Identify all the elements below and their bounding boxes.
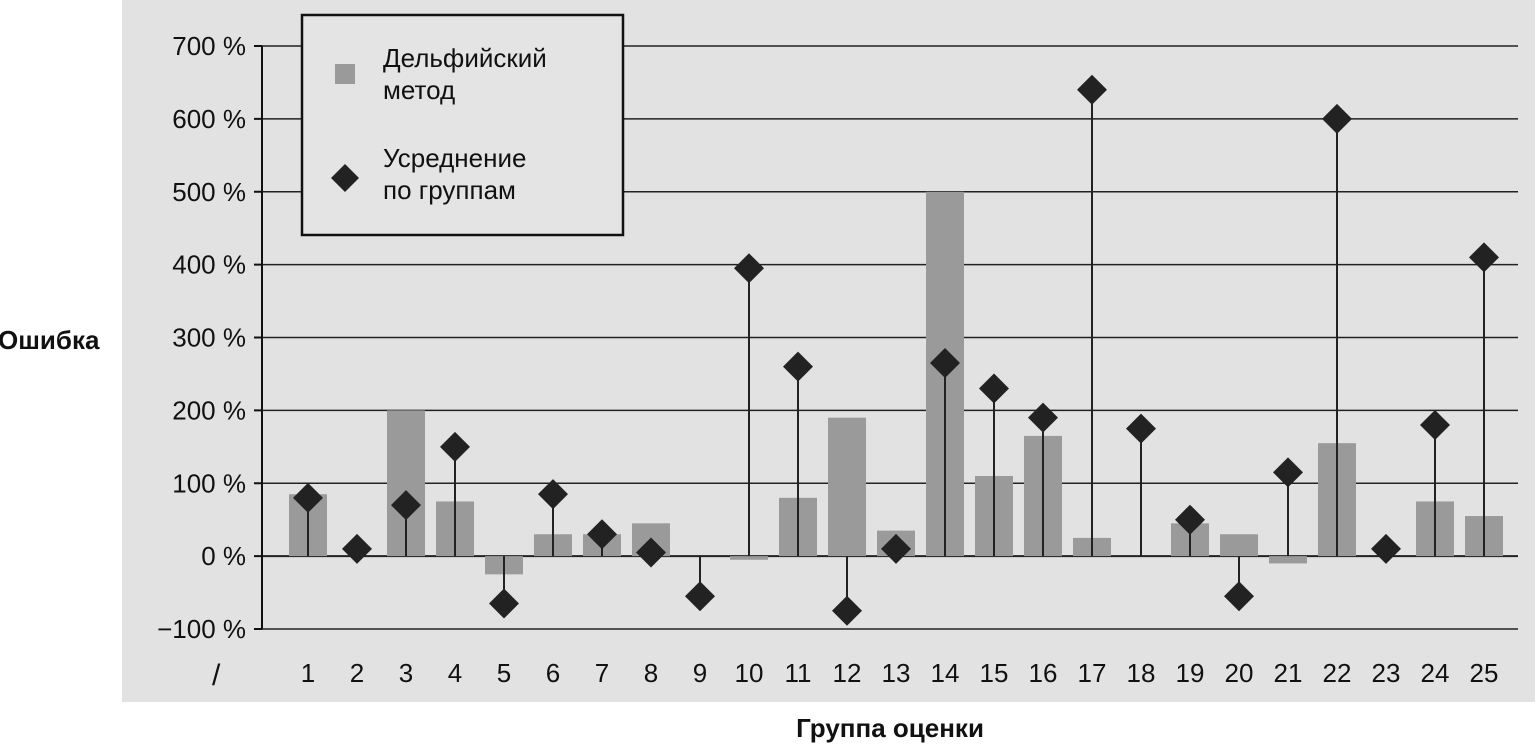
marker-diamond	[636, 537, 666, 568]
x-tick-label: 14	[931, 658, 960, 688]
marker-diamond	[538, 479, 568, 510]
x-tick-label: 18	[1127, 658, 1156, 688]
y-tick-label: 300 %	[172, 323, 246, 353]
marker-diamond	[1077, 74, 1107, 105]
x-tick-label: 23	[1372, 658, 1401, 688]
y-tick-label: 700 %	[172, 31, 246, 61]
legend-average-label-1: Усреднение	[383, 143, 526, 173]
stems-average	[307, 89, 1485, 611]
y-tick-label: −100 %	[157, 614, 246, 644]
marker-diamond	[391, 490, 421, 521]
marker-diamond	[930, 348, 960, 379]
marker-diamond	[685, 581, 715, 612]
x-tick-label: 15	[980, 658, 1009, 688]
y-tick-label: 400 %	[172, 250, 246, 280]
marker-diamond	[734, 253, 764, 284]
x-axis-label: Группа оценки	[796, 713, 984, 743]
y-tick-label: 100 %	[172, 468, 246, 498]
legend-box	[300, 13, 625, 237]
x-tick-label: 9	[693, 658, 707, 688]
marker-diamond	[1126, 413, 1156, 444]
x-tick-label: 11	[785, 658, 812, 688]
marker-diamond	[979, 373, 1009, 404]
marker-diamond	[440, 431, 470, 462]
y-tick-label: 500 %	[172, 177, 246, 207]
marker-diamond	[1175, 504, 1205, 535]
x-tick-label: 6	[546, 658, 560, 688]
x-tick-label: 10	[735, 658, 764, 688]
marker-diamond	[293, 482, 323, 513]
x-tick-label: 3	[399, 658, 413, 688]
marker-diamond	[587, 519, 617, 550]
marker-diamond	[832, 595, 862, 626]
bar	[828, 417, 866, 557]
x-tick-label: 12	[833, 658, 862, 688]
y-axis-label: Ошибка	[0, 325, 100, 355]
x-tick-label: 7	[595, 658, 609, 688]
x-tick-label: 5	[497, 658, 511, 688]
x-tick-label: 8	[644, 658, 658, 688]
marker-diamond	[342, 533, 372, 564]
marker-diamond	[1469, 242, 1499, 273]
x-tick-label: 1	[301, 658, 315, 688]
y-tick-label: 600 %	[172, 104, 246, 134]
marker-diamond	[1371, 533, 1401, 564]
x-tick-label: 13	[882, 658, 911, 688]
markers-average	[293, 74, 1499, 626]
y-tick-labels: 700 % 600 % 500 % 400 % 300 % 200 % 100 % 0 % −1…	[157, 31, 262, 644]
x-tick-label: 19	[1176, 658, 1205, 688]
x-tick-label: 2	[350, 658, 364, 688]
y-tick-label: 200 %	[172, 395, 246, 425]
legend-delphi-label-2: метод	[383, 75, 455, 105]
x-tick-label: 16	[1029, 658, 1058, 688]
legend: Дельфийский метод Усреднение по группам	[300, 13, 625, 237]
corner-mark: /	[212, 659, 221, 692]
y-tick-label: 0 %	[201, 541, 246, 571]
x-tick-label: 22	[1323, 658, 1352, 688]
bar	[1269, 556, 1307, 564]
marker-diamond	[1273, 457, 1303, 488]
marker-diamond	[783, 351, 813, 382]
x-tick-labels: 1 2 3 4 5 6 7 8 9 10 11 12 13 14 15 16 17 18 19 20 21 22 23 24 2…	[301, 658, 1499, 688]
x-tick-label: 20	[1225, 658, 1254, 688]
marker-diamond	[1420, 409, 1450, 440]
bar	[1220, 534, 1258, 557]
x-tick-label: 4	[448, 658, 462, 688]
legend-delphi-swatch	[335, 64, 355, 84]
legend-average-label-2: по группам	[383, 175, 516, 205]
legend-average-diamond	[331, 164, 359, 192]
x-tick-label: 24	[1421, 658, 1450, 688]
legend-delphi-label-1: Дельфийский	[383, 43, 547, 73]
marker-diamond	[881, 533, 911, 564]
marker-diamond	[1028, 402, 1058, 433]
marker-diamond	[489, 588, 519, 619]
bar	[730, 556, 768, 560]
x-tick-label: 25	[1470, 658, 1499, 688]
marker-diamond	[1322, 103, 1352, 134]
x-tick-label: 17	[1078, 658, 1107, 688]
x-tick-label: 21	[1274, 658, 1303, 688]
marker-diamond	[1224, 581, 1254, 612]
